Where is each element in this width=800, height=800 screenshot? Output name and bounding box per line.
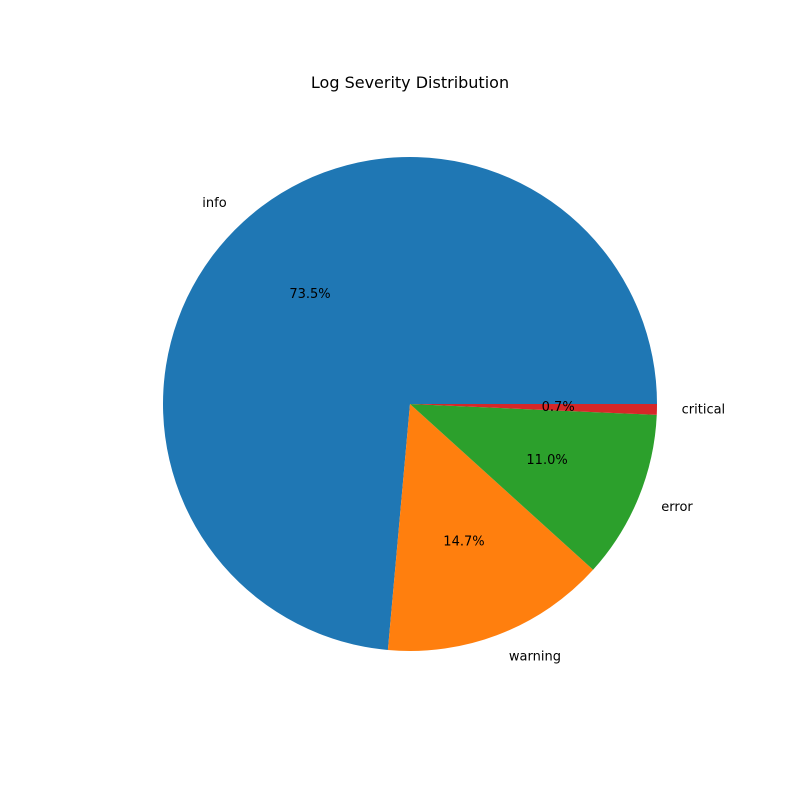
slice-label-info: info: [202, 196, 226, 211]
pie-labels: info 73.5% warning 14.7% error 11.0% critical 0…: [202, 196, 725, 665]
slice-label-warning: warning: [509, 650, 561, 665]
pie-slice-critical: [410, 404, 657, 415]
percent-label-critical: 0.7%: [542, 400, 575, 415]
pie-slice-warning: [387, 404, 594, 651]
percent-label-error: 11.0%: [526, 453, 567, 468]
percent-label-warning: 14.7%: [443, 535, 484, 550]
slice-label-error: error: [661, 500, 693, 515]
chart-title: Log Severity Distribution: [311, 73, 509, 92]
pie-slice-error: [410, 404, 657, 570]
slice-label-critical: critical: [682, 402, 726, 417]
percent-label-info: 73.5%: [289, 287, 330, 302]
pie-slice-info: [162, 156, 657, 651]
pie-slices: [162, 156, 657, 651]
